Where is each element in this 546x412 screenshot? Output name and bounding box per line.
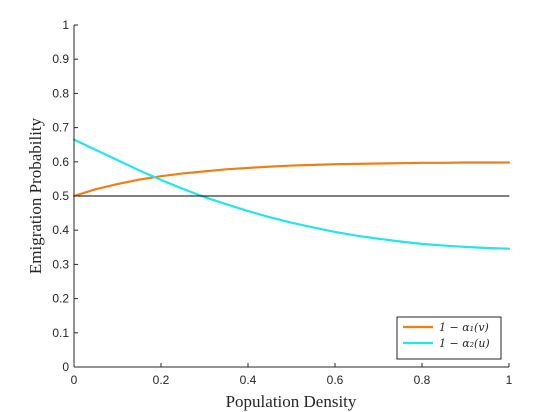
series-line-2 (72, 138, 511, 250)
x-axis-title: Population Density (226, 392, 357, 411)
x-tick-label: 1 (506, 373, 513, 387)
x-tick-label: 0 (71, 373, 78, 387)
legend-box (396, 316, 502, 360)
series-line-1 (72, 161, 511, 198)
y-tick-label: 0.3 (52, 257, 69, 271)
y-tick-label: 0.7 (52, 121, 69, 135)
plot-area (72, 138, 511, 250)
y-tick-label: 0.5 (52, 189, 69, 203)
y-tick-label: 0.1 (52, 326, 69, 340)
y-tick-label: 0.2 (52, 292, 69, 306)
x-tick-label: 0.8 (414, 373, 431, 387)
x-tick-label: 0.2 (153, 373, 170, 387)
y-tick-label: 0.9 (52, 52, 69, 66)
y-tick-label: 0.4 (52, 223, 69, 237)
x-tick-label: 0.4 (240, 373, 257, 387)
y-tick-label: 0 (62, 360, 69, 374)
x-tick-label: 0.6 (327, 373, 344, 387)
y-tick-label: 0.6 (52, 155, 69, 169)
legend: 1 − α₁(v) 1 − α₂(u) (396, 316, 502, 360)
y-tick-label: 1 (62, 18, 69, 32)
y-axis-title: Emigration Probability (26, 117, 45, 274)
legend-label: 1 − α₂(u) (439, 337, 490, 350)
legend-label: 1 − α₁(v) (439, 321, 489, 334)
axes: 0 0.2 0.4 0.6 0.8 1 0 0.1 0.2 0.3 0.4 0.5 0.6 0.7 0.8 0… (52, 18, 512, 387)
y-tick-label: 0.8 (52, 86, 69, 100)
